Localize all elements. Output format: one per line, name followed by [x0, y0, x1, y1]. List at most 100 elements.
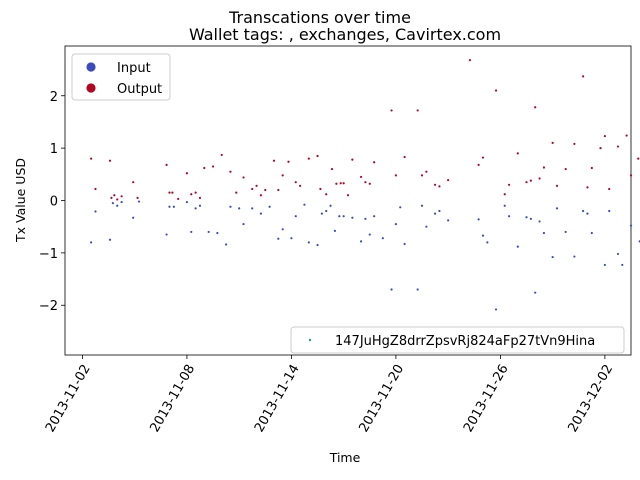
output-point	[582, 75, 585, 78]
input-point	[494, 308, 498, 311]
output-point	[425, 170, 428, 173]
output-point	[190, 193, 193, 196]
input-point	[108, 238, 112, 241]
output-point	[307, 157, 310, 160]
output-point	[316, 154, 319, 158]
output-point	[281, 174, 284, 177]
legend-address-marker	[308, 338, 312, 342]
y-axis: −2 −1 0 1 2	[39, 90, 65, 314]
y-axis-label: Tx Value USD	[13, 158, 28, 243]
input-point	[603, 263, 606, 267]
output-point	[590, 166, 593, 170]
input-point	[307, 241, 310, 244]
output-point	[494, 89, 498, 92]
input-point	[616, 252, 620, 256]
output-point	[629, 174, 633, 177]
output-point	[603, 134, 606, 138]
input-point	[542, 231, 546, 235]
address-legend-box	[290, 326, 625, 354]
input-point	[486, 241, 489, 244]
input-point	[251, 207, 254, 210]
output-point	[259, 194, 263, 197]
output-point	[390, 109, 393, 112]
input-point	[94, 210, 97, 213]
input-point	[90, 241, 93, 244]
input-point	[564, 230, 567, 234]
input-point	[329, 204, 332, 207]
input-point	[268, 205, 271, 208]
output-point	[294, 181, 297, 184]
output-point	[264, 188, 267, 192]
input-point	[116, 204, 119, 207]
input-point	[629, 224, 633, 227]
output-point	[586, 186, 589, 189]
input-point	[534, 291, 537, 294]
output-point	[481, 156, 485, 159]
input-point	[111, 202, 114, 205]
output-point	[220, 153, 223, 157]
output-point	[330, 167, 334, 171]
input-point	[132, 216, 135, 219]
output-point	[194, 191, 197, 194]
output-point	[108, 159, 112, 162]
input-point	[359, 240, 363, 243]
input-point	[238, 207, 241, 210]
input-point	[555, 207, 559, 210]
input-point	[551, 255, 554, 259]
output-point	[287, 160, 290, 163]
output-point	[168, 191, 171, 194]
output-point	[534, 106, 537, 109]
input-point	[538, 220, 541, 223]
input-point	[190, 230, 193, 234]
input-point	[277, 237, 280, 240]
output-point	[177, 197, 180, 201]
input-point	[216, 231, 219, 235]
output-point	[251, 187, 254, 191]
output-point	[90, 157, 93, 160]
input-point	[338, 215, 341, 218]
output-point	[477, 163, 480, 166]
output-point	[555, 184, 559, 187]
input-point	[290, 237, 293, 240]
input-point	[172, 205, 175, 208]
output-point	[185, 172, 189, 175]
output-point	[116, 198, 119, 201]
input-point	[481, 234, 485, 237]
output-point	[616, 145, 620, 148]
output-point	[394, 174, 397, 177]
input-point	[447, 219, 450, 222]
output-point	[542, 166, 546, 169]
output-point	[351, 158, 354, 161]
output-point	[346, 194, 350, 197]
output-point	[573, 142, 576, 146]
output-point	[507, 183, 511, 186]
output-point	[165, 163, 168, 166]
input-point	[438, 209, 441, 213]
address-legend: 147JuHgZ8drrZpsvRj824aFp27tVn9Hina	[290, 326, 625, 354]
data-points	[90, 59, 640, 311]
output-point	[608, 187, 611, 191]
chart-title: Transcations over time	[228, 8, 411, 27]
output-point	[373, 161, 376, 164]
input-point	[507, 215, 511, 218]
input-point	[403, 242, 406, 246]
output-point	[447, 178, 450, 182]
output-point	[255, 184, 258, 187]
output-point	[599, 147, 602, 150]
legend-input-label: Input	[117, 61, 151, 76]
input-point	[351, 216, 354, 219]
input-point	[420, 204, 424, 207]
input-point	[529, 217, 532, 220]
output-point	[211, 165, 215, 168]
input-point	[185, 200, 189, 204]
input-point	[425, 225, 428, 228]
output-point	[625, 134, 628, 137]
output-point	[325, 193, 328, 196]
input-point	[198, 204, 202, 207]
output-point	[136, 196, 139, 199]
input-point	[333, 229, 337, 232]
output-point	[403, 155, 406, 159]
marker-legend-box	[71, 53, 171, 101]
output-point	[359, 175, 363, 179]
